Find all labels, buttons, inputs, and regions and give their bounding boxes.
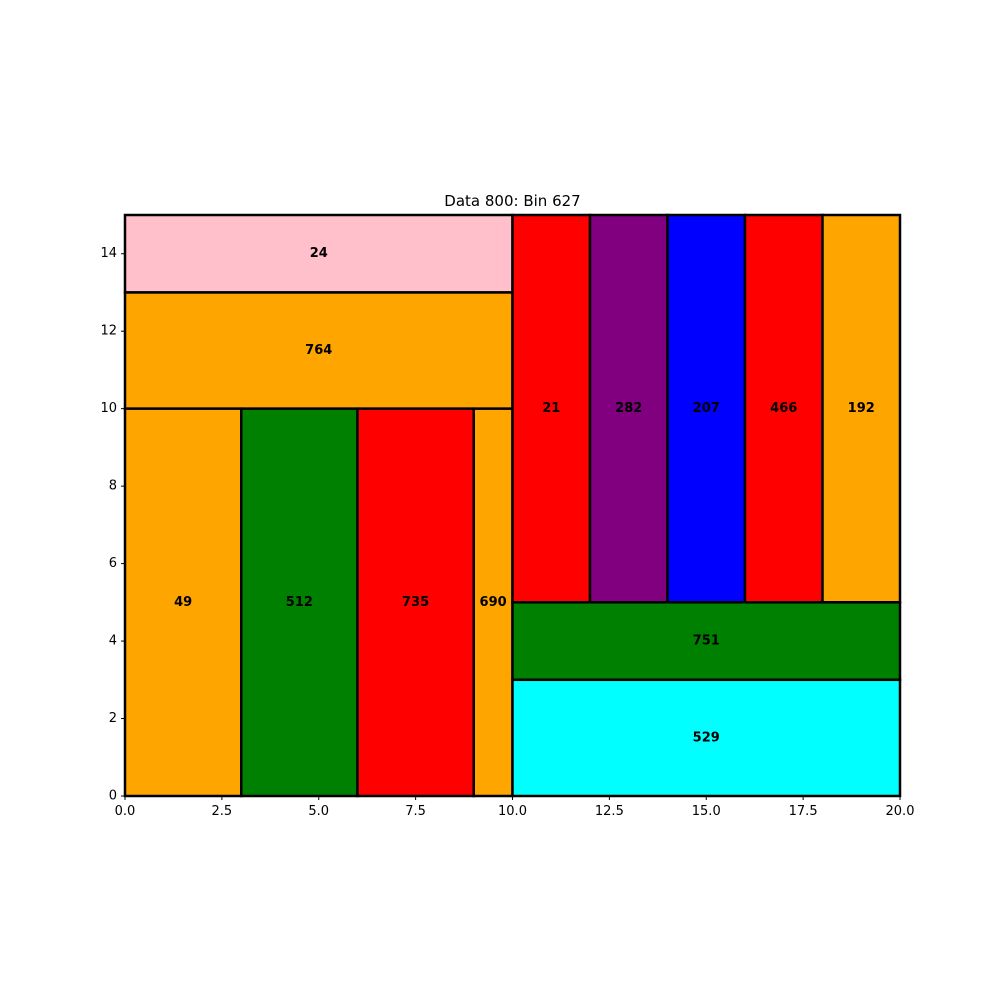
packed-rect-24 <box>123 213 514 294</box>
rect-label-49: 49 <box>174 595 192 610</box>
packed-rect-751 <box>511 601 902 682</box>
x-tick-label: 17.5 <box>789 804 818 819</box>
rect-label-466: 466 <box>770 401 797 416</box>
rect-label-512: 512 <box>286 595 313 610</box>
packed-rect-690 <box>472 407 514 798</box>
rect-label-282: 282 <box>615 401 642 416</box>
labels-layer: 24 764 49 512 735 690 21 282 207 466 192 751 529 <box>174 246 875 745</box>
rect-label-192: 192 <box>848 401 875 416</box>
rect-label-24: 24 <box>310 246 328 261</box>
x-axis: 0.0 2.5 5.0 7.5 10.0 12.5 15.0 17.5 20.0 <box>115 796 915 819</box>
rect-label-21: 21 <box>542 401 560 416</box>
x-tick-label: 20.0 <box>886 804 915 819</box>
y-tick-label: 6 <box>109 556 117 571</box>
rect-label-735: 735 <box>402 595 429 610</box>
x-tick-label: 15.0 <box>692 804 721 819</box>
x-tick-label: 0.0 <box>115 804 136 819</box>
rect-label-207: 207 <box>693 401 720 416</box>
y-tick-label: 4 <box>109 634 117 649</box>
y-tick-label: 12 <box>100 324 117 339</box>
y-tick-label: 8 <box>109 479 117 494</box>
x-tick-label: 12.5 <box>595 804 624 819</box>
rect-label-764: 764 <box>305 343 332 358</box>
y-tick-label: 14 <box>100 246 117 261</box>
packed-rect-282 <box>588 213 669 604</box>
y-tick-label: 2 <box>109 711 117 726</box>
x-tick-label: 7.5 <box>405 804 426 819</box>
x-tick-label: 2.5 <box>212 804 233 819</box>
y-tick-label: 0 <box>109 789 117 804</box>
y-tick-label: 10 <box>100 401 117 416</box>
chart-title: Data 800: Bin 627 <box>444 192 580 210</box>
y-axis: 0 2 4 6 8 10 12 14 <box>100 246 125 804</box>
x-tick-label: 5.0 <box>308 804 329 819</box>
packed-rect-764 <box>123 291 514 410</box>
rect-label-529: 529 <box>693 730 720 745</box>
rects-layer <box>123 213 902 798</box>
rect-label-751: 751 <box>693 634 720 649</box>
packed-rect-49 <box>123 407 243 798</box>
x-tick-label: 10.0 <box>498 804 527 819</box>
packed-rect-466 <box>743 213 824 604</box>
rect-label-690: 690 <box>480 595 507 610</box>
packed-rect-512 <box>240 407 359 798</box>
